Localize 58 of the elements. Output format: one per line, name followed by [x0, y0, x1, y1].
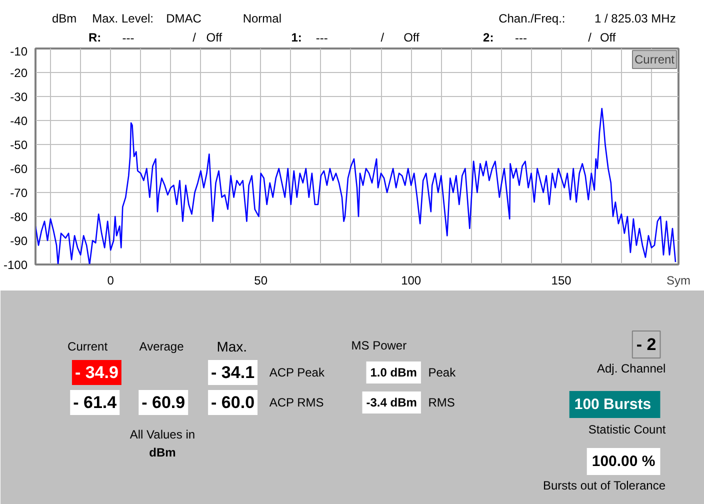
x-axis-title: Sym: [666, 274, 691, 288]
x-tick-label: 0: [107, 274, 114, 288]
text: /: [380, 30, 385, 44]
text: - 61.4: [73, 393, 118, 412]
text: Off: [404, 30, 420, 44]
y-tick-label: -50: [10, 138, 28, 152]
text: ---: [515, 31, 528, 45]
text: 100 Bursts: [574, 396, 652, 413]
y-tick-label: -30: [10, 90, 28, 104]
y-tick-label: -100: [3, 258, 28, 272]
text: Normal: [242, 12, 282, 26]
text: /: [588, 30, 592, 44]
text: Max.: [216, 338, 248, 354]
text: /: [192, 30, 197, 44]
text: R:: [88, 30, 102, 44]
text: 1:: [291, 30, 302, 44]
x-tick-label: 150: [551, 274, 572, 288]
line-series: [36, 108, 676, 264]
y-tick-label: -80: [10, 210, 28, 224]
text: 1.0 dBm: [370, 366, 417, 380]
text: All Values in: [130, 428, 196, 442]
y-tick-label: -20: [10, 66, 28, 80]
text: Current: [68, 340, 108, 354]
text: Statistic Count: [588, 422, 666, 436]
y-tick-label: -70: [10, 186, 28, 200]
y-tick-label: -60: [10, 162, 28, 176]
y-tick-label: -40: [10, 114, 28, 128]
text: Peak: [428, 366, 457, 380]
text: ACP Peak: [269, 366, 326, 380]
text: - 2: [636, 335, 656, 354]
annotation: Current: [634, 52, 676, 66]
text: Off: [206, 30, 223, 44]
text: Bursts out of Tolerance: [542, 478, 666, 492]
text: Adj. Channel: [597, 362, 666, 376]
text: - 60.9: [142, 393, 186, 412]
text: 1 / 825.03 MHz: [594, 12, 676, 26]
text: Max. Level:: [92, 12, 154, 26]
text: MS Power: [351, 338, 407, 352]
text: ACP RMS: [269, 396, 324, 410]
text: Chan./Freq.:: [498, 12, 566, 26]
x-tick-label: 50: [254, 274, 268, 288]
text: Average: [139, 340, 184, 354]
text: 100.00 %: [592, 453, 656, 470]
y-axis-title: dBm: [52, 12, 77, 26]
text: dBm: [149, 446, 176, 460]
text: 2:: [483, 30, 494, 44]
text: Off: [600, 30, 616, 44]
text: ---: [122, 31, 134, 45]
y-tick-label: -10: [10, 44, 28, 58]
x-tick-label: 100: [401, 274, 422, 288]
text: DMAC: [166, 12, 202, 26]
text: RMS: [428, 396, 455, 410]
text: - 34.9: [74, 363, 118, 382]
text: - 60.0: [211, 393, 255, 412]
text: ---: [316, 31, 328, 45]
y-tick-label: -90: [10, 234, 28, 248]
text: -3.4 dBm: [366, 396, 417, 410]
text: - 34.1: [211, 363, 255, 382]
